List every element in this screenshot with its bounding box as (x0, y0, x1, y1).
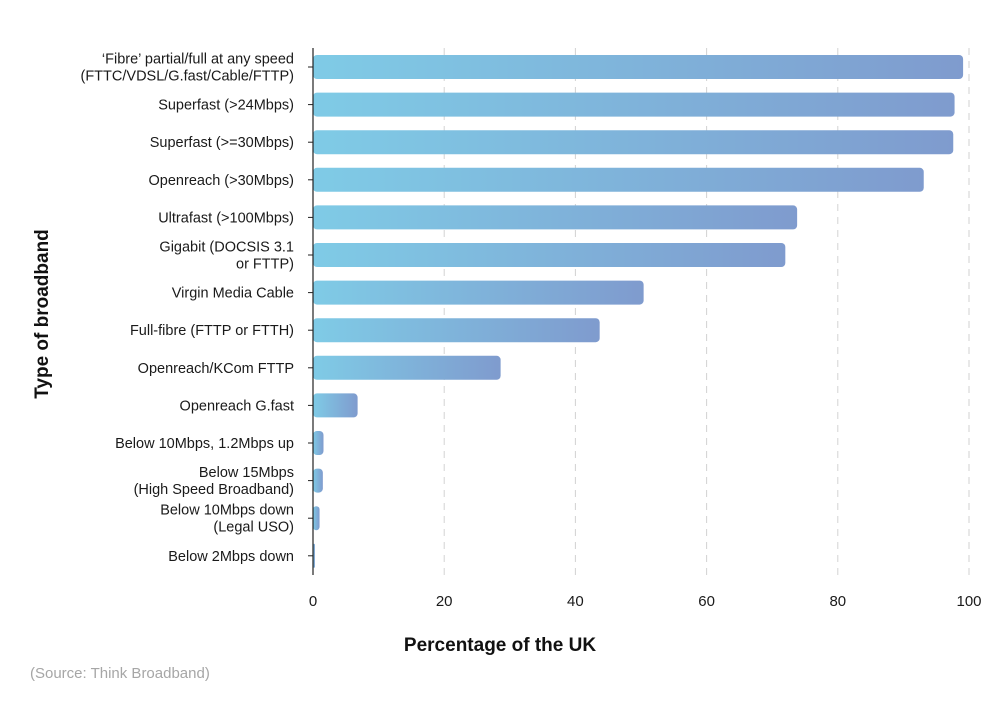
category-label: Openreach/KCom FTTP (138, 361, 294, 377)
category-label: or FTTP) (236, 257, 294, 273)
bar (313, 55, 964, 79)
category-label: Full-fibre (FTTP or FTTH) (130, 323, 294, 339)
category-label: ‘Fibre’ partial/full at any speed (102, 52, 294, 68)
x-tick-label: 60 (698, 593, 715, 610)
bar (313, 280, 644, 305)
bar (313, 431, 324, 455)
x-tick-label: 100 (956, 593, 981, 610)
bar (313, 468, 323, 493)
category-label: Superfast (>24Mbps) (158, 98, 294, 114)
bar (313, 167, 924, 192)
category-label: Gigabit (DOCSIS 3.1 (159, 240, 294, 256)
bar (313, 393, 358, 418)
category-label: Below 10Mbps, 1.2Mbps up (115, 436, 294, 452)
gridlines (443, 48, 970, 575)
category-label: Below 10Mbps down (160, 503, 294, 519)
category-label: Ultrafast (>100Mbps) (158, 210, 294, 226)
category-label: Superfast (>=30Mbps) (150, 135, 294, 151)
x-tick-label: 80 (829, 593, 846, 610)
x-tick-label: 40 (567, 593, 584, 610)
category-label: Openreach G.fast (180, 398, 294, 414)
x-tick-label: 0 (309, 593, 317, 610)
category-label: Below 2Mbps down (168, 549, 294, 565)
bar (313, 355, 501, 380)
category-label: (High Speed Broadband) (134, 482, 294, 498)
bars (313, 55, 964, 568)
bar (313, 130, 954, 155)
bar (313, 318, 600, 343)
bar (313, 92, 955, 117)
bar (313, 205, 798, 230)
y-axis-title: Type of broadband (32, 229, 53, 399)
category-labels: ‘Fibre’ partial/full at any speed(FTTC/V… (81, 52, 313, 565)
category-label: Openreach (>30Mbps) (149, 173, 294, 189)
x-axis-title: Percentage of the UK (404, 635, 596, 656)
x-tick-label: 20 (436, 593, 453, 610)
category-label: (Legal USO) (213, 520, 294, 536)
category-label: Below 15Mbps (199, 465, 294, 481)
source-note: (Source: Think Broadband) (30, 665, 210, 682)
category-label: Virgin Media Cable (172, 286, 294, 302)
bar (313, 243, 786, 267)
x-tick-labels: 0 20 40 60 80 100 (309, 593, 982, 610)
category-label: (FTTC/VDSL/G.fast/Cable/FTTP) (81, 69, 295, 85)
bar (313, 506, 320, 531)
